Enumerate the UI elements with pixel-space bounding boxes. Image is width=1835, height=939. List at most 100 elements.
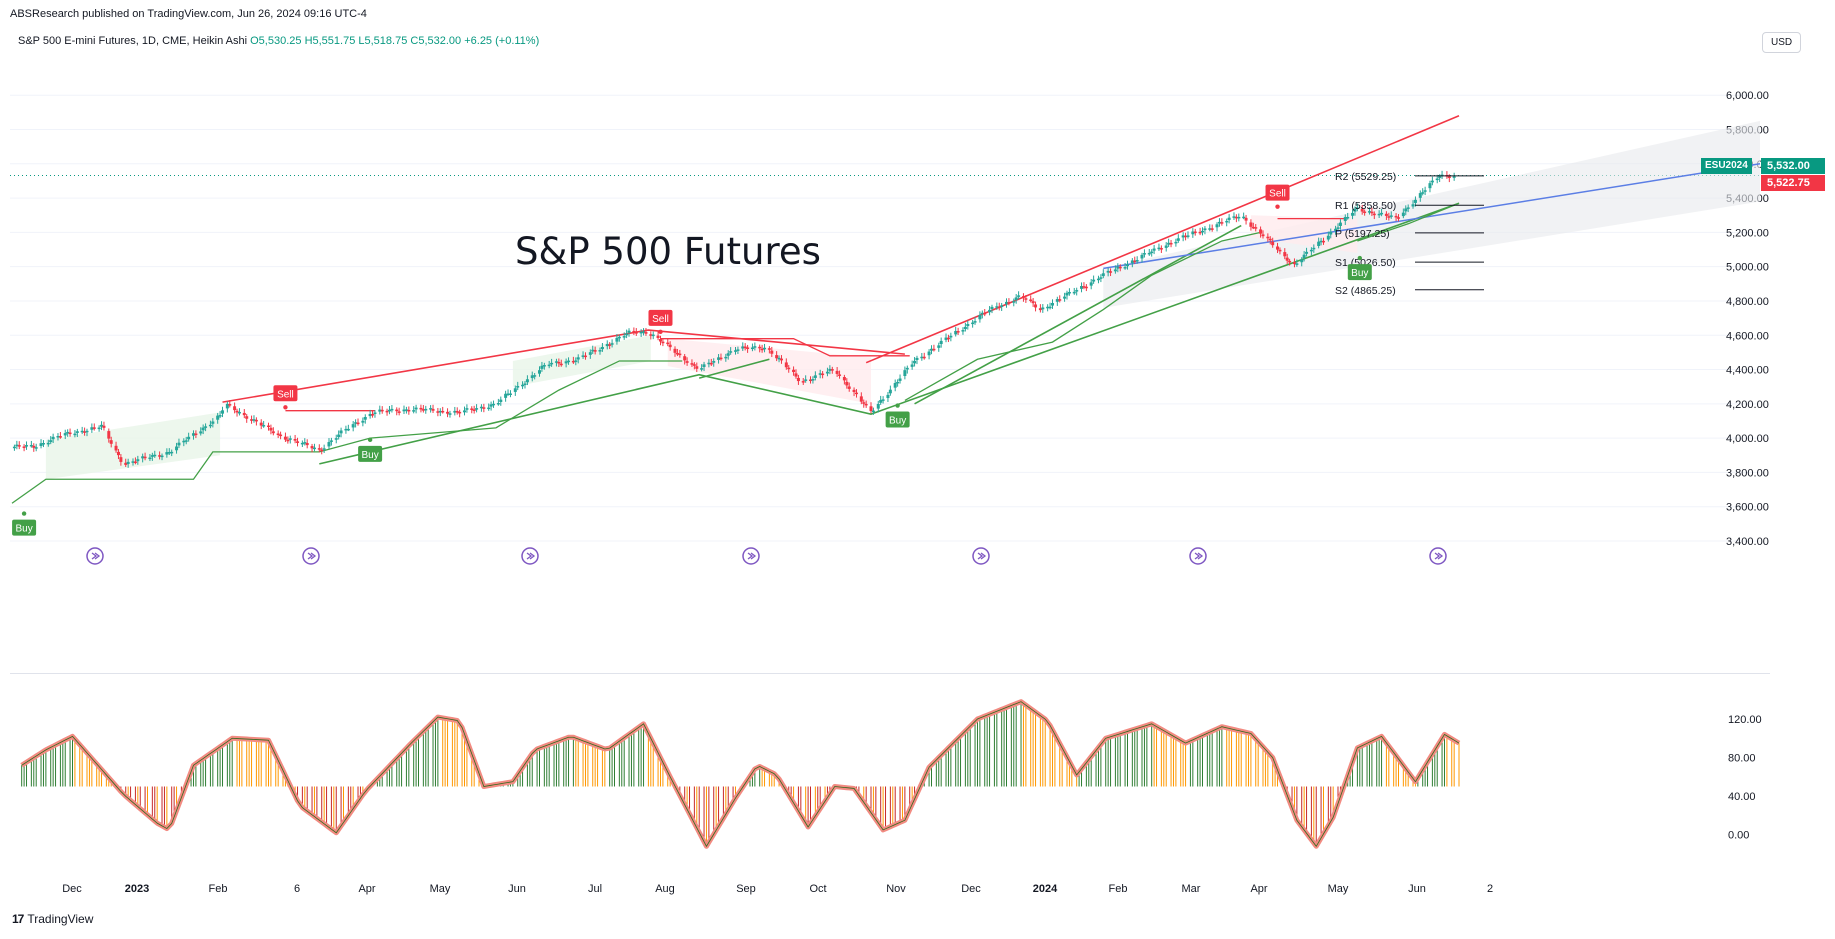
- price-chart[interactable]: 3,400.00 3,600.00 3,800.00 4,000.00 4,200.00…: [10, 30, 1770, 673]
- candle: [218, 415, 222, 417]
- signal-badge: [885, 411, 910, 428]
- candle: [1300, 259, 1304, 263]
- candle: [373, 412, 377, 415]
- candle: [462, 410, 466, 413]
- event-marker-icon[interactable]: [972, 547, 990, 565]
- candle: [625, 333, 629, 336]
- oscillator-chart[interactable]: 0.00 40.00 80.00 120.00: [10, 674, 1770, 874]
- candle: [1109, 271, 1113, 273]
- candle: [1266, 236, 1270, 239]
- candle: [412, 410, 416, 412]
- candle: [259, 422, 263, 426]
- candle: [1254, 227, 1258, 229]
- osc-tick-label: 120.00: [1728, 714, 1762, 726]
- candle: [1319, 240, 1323, 243]
- candle: [25, 445, 29, 447]
- candle: [441, 410, 445, 413]
- candle: [29, 444, 33, 447]
- time-tick-label: 6: [294, 883, 300, 895]
- candle: [978, 314, 982, 320]
- candle: [1201, 230, 1205, 233]
- oscillator-pane[interactable]: 0.00 40.00 80.00 120.00: [10, 674, 1770, 874]
- time-tick-label: Jun: [1408, 883, 1426, 895]
- candle: [228, 404, 232, 406]
- event-marker-icon[interactable]: [1189, 547, 1207, 565]
- candle: [796, 377, 800, 382]
- candle: [876, 403, 880, 409]
- candle: [1278, 249, 1282, 252]
- candle: [438, 410, 442, 413]
- candle: [153, 454, 157, 457]
- candle: [1167, 242, 1171, 245]
- candle: [32, 445, 36, 448]
- event-marker-icon[interactable]: [742, 547, 760, 565]
- candle: [1065, 292, 1069, 296]
- candle: [513, 388, 517, 392]
- buy-signal[interactable]: Buy: [12, 511, 37, 536]
- candle: [504, 393, 508, 398]
- candle: [126, 461, 130, 464]
- candle: [1406, 207, 1410, 209]
- candle: [1326, 235, 1330, 240]
- candle: [1113, 269, 1117, 272]
- candle: [576, 357, 580, 360]
- candle: [1430, 180, 1434, 183]
- candle: [288, 438, 292, 440]
- candle: [750, 347, 754, 350]
- sell-signal[interactable]: Sell: [273, 385, 298, 410]
- candle: [1360, 208, 1364, 212]
- candle: [1355, 207, 1359, 209]
- event-marker-icon[interactable]: [86, 547, 104, 565]
- y-tick-label: 5,200.00: [1726, 227, 1769, 239]
- trailing-stop-line: [660, 338, 910, 357]
- candle: [63, 433, 67, 436]
- candle: [429, 408, 433, 410]
- candle: [753, 346, 757, 348]
- buy-signal[interactable]: Buy: [358, 437, 383, 462]
- candle: [1152, 248, 1156, 251]
- candle: [852, 389, 856, 392]
- time-axis[interactable]: Dec 2023 Feb 6 Apr May Jun Jul Aug Sep Oct Nov Dec 20…: [10, 874, 1770, 904]
- candle: [1014, 297, 1018, 301]
- currency-button[interactable]: USD: [1762, 32, 1802, 53]
- candle: [448, 413, 452, 415]
- buy-signal[interactable]: Buy: [885, 403, 910, 428]
- buy-signal[interactable]: Buy: [1347, 255, 1372, 281]
- event-marker-icon[interactable]: [302, 547, 320, 565]
- tradingview-logo[interactable]: 17 TradingView: [12, 912, 93, 926]
- candle: [194, 433, 198, 436]
- candle: [1029, 299, 1033, 302]
- candle: [675, 352, 679, 355]
- sell-signal[interactable]: Sell: [1265, 184, 1290, 209]
- candle: [1353, 208, 1357, 212]
- candle: [1377, 213, 1381, 216]
- candle: [784, 362, 788, 368]
- candle: [395, 409, 399, 412]
- candle: [419, 407, 423, 410]
- time-tick-label: Dec: [62, 883, 82, 895]
- candle: [550, 362, 554, 365]
- candle: [678, 353, 682, 356]
- candle: [250, 419, 254, 421]
- candle: [165, 452, 169, 455]
- candle: [262, 425, 266, 427]
- signal-badge: [1347, 264, 1372, 281]
- price-pane[interactable]: 3,400.00 3,600.00 3,800.00 4,000.00 4,200.00…: [10, 30, 1770, 674]
- candle: [1024, 298, 1028, 300]
- candle: [1184, 235, 1188, 238]
- candle: [339, 430, 343, 434]
- event-marker-icon[interactable]: [521, 547, 539, 565]
- sell-signal[interactable]: Sell: [648, 309, 673, 335]
- event-marker-icon[interactable]: [1429, 547, 1447, 565]
- candle: [1302, 254, 1306, 259]
- time-tick-label: Mar: [1182, 883, 1201, 895]
- candle: [583, 355, 587, 358]
- candle: [34, 447, 38, 449]
- candle: [245, 416, 249, 419]
- last-price-tag: 5,532.00: [1761, 158, 1825, 174]
- candle: [668, 344, 672, 348]
- candle: [1447, 176, 1451, 179]
- candle: [1005, 301, 1009, 305]
- candle: [119, 457, 123, 462]
- signal-badge: [648, 309, 673, 326]
